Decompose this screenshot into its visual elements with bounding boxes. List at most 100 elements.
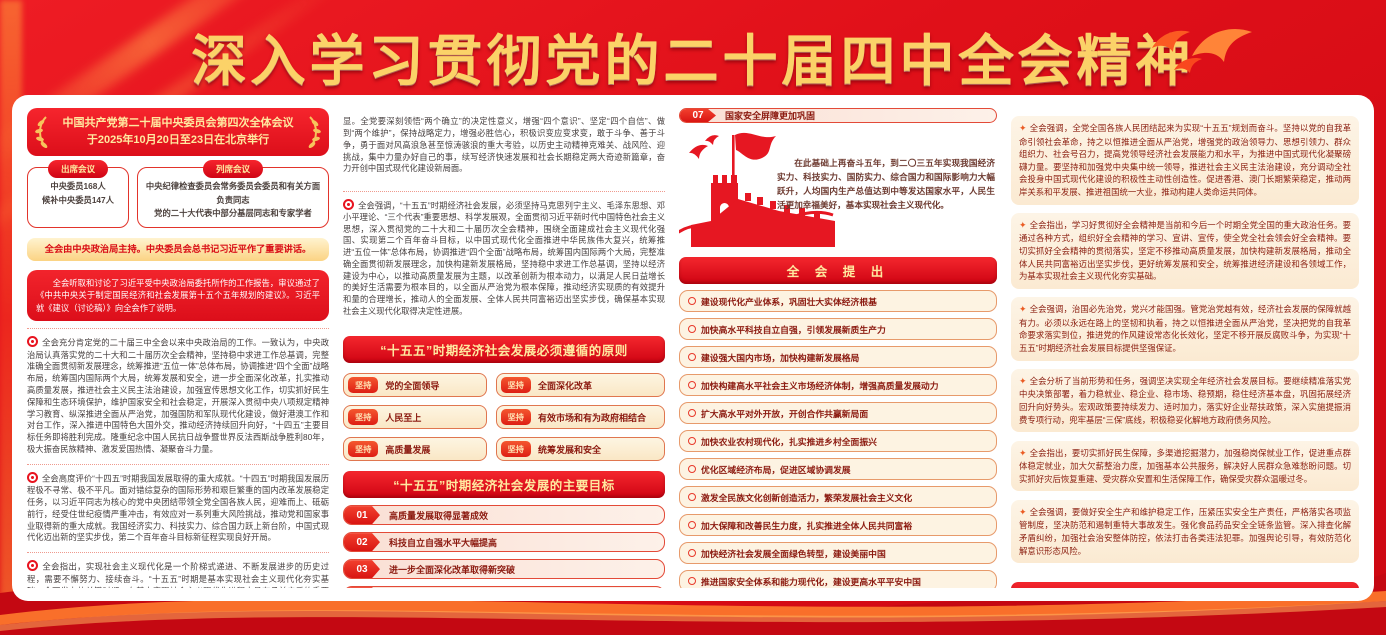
paragraph: 全会强调，“十五五”时期经济社会发展，必须坚持马克思列宁主义、毛泽东思想、邓小平… <box>343 190 665 318</box>
doves-icon <box>1152 29 1252 73</box>
proposal-text: 建设现代化产业体系，巩固壮大实体经济根基 <box>701 296 877 307</box>
goal-item: 07 国家安全屏障更加巩固 <box>679 108 997 123</box>
keep-tag: 坚持 <box>348 441 379 458</box>
proposal-text: 优化区域经济布局，促进区域协调发展 <box>701 464 851 475</box>
four-point-star-icon <box>1019 507 1030 517</box>
proposal-text: 加大保障和改善民生力度，扎实推进全体人民共同富裕 <box>701 520 913 531</box>
keep-tag: 坚持 <box>348 377 379 394</box>
goal-item: 04 社会文明程度明显提升 <box>343 586 665 588</box>
goal-text: 国家安全屏障更加巩固 <box>725 111 816 121</box>
continuation-paragraph: 显。全党要深刻领悟“两个确立”的决定性意义，增强“四个意识”、坚定“四个自信”、… <box>343 116 665 174</box>
proposals-header: 全 会 提 出 <box>679 257 997 284</box>
column-implementation: 全会强调，全党全国各族人民团结起来为实现“十五五”规划而奋斗。坚持以党的自我革命… <box>1011 108 1359 588</box>
principle-item: 坚持 有效市场和有为政府相结合 <box>495 405 665 430</box>
paragraph-text: 全会指出，学习好贯彻好全会精神是当前和今后一个时期全党全国的重大政治任务。要通过… <box>1019 219 1351 282</box>
observe-line2: 党的二十大代表中部分基层同志和专家学者 <box>154 208 312 219</box>
great-wall-illustration <box>679 132 835 247</box>
principle-text: 统筹发展和安全 <box>537 444 601 455</box>
ring-icon <box>688 577 696 585</box>
meeting-banner-line2: 于2025年10月20日至23日在北京举行 <box>86 134 270 147</box>
goal-text: 科技自立自强水平大幅提高 <box>389 537 498 548</box>
dot-ring-icon <box>27 560 38 572</box>
paragraph: 全会充分肯定党的二十届三中全会以来中央政治局的工作。一致认为，中央政治局认真落实… <box>27 328 329 455</box>
principle-text: 人民至上 <box>385 412 422 423</box>
content-panel: 中国共产党第二十届中央委员会第四次全体会议 于2025年10月20日至23日在北… <box>12 95 1374 601</box>
goal-text: 高质量发展取得显著成效 <box>389 510 489 521</box>
report-note: 全会听取和讨论了习近平受中央政治局委托所作的工作报告，审议通过了《中共中央关于制… <box>27 270 329 322</box>
proposal-item: 加快高水平科技自立自强，引领发展新质生产力 <box>679 318 997 340</box>
principle-item: 坚持 全面深化改革 <box>495 373 665 398</box>
proposal-item: 激发全民族文化创新创造活力，繁荣发展社会主义文化 <box>679 486 997 508</box>
goals-header: “十五五”时期经济社会发展的主要目标 <box>343 471 665 499</box>
attend-label: 出席会议 <box>47 160 109 179</box>
attendance-boxes: 出席会议 中央委员168人 候补中央委员147人 列席会议 中央纪律检查委员会常… <box>27 160 329 229</box>
proposal-item: 加快农业农村现代化，扎实推进乡村全面振兴 <box>679 430 997 452</box>
ring-icon <box>688 409 696 417</box>
paragraph: 全会指出，要切实抓好民生保障，多渠道挖掘潜力，加强稳岗保就业工作，促进重点群体稳… <box>1011 440 1359 492</box>
paragraph-text: 全会强调，全党全国各族人民团结起来为实现“十五五”规划而奋斗。坚持以党的自我革命… <box>1019 123 1351 197</box>
principle-text: 全面深化改革 <box>537 380 592 391</box>
paragraph: 全会指出，实现社会主义现代化是一个阶梯式递进、不断发展进步的历史过程，需要不懈努… <box>27 552 329 588</box>
paragraph: 全会强调，要做好安全生产和维护稳定工作，压紧压实安全生产责任，严格落实各项监管制… <box>1011 499 1359 564</box>
attend-line1: 中央委员168人 <box>50 181 106 192</box>
proposal-text: 加快农业农村现代化，扎实推进乡村全面振兴 <box>701 436 877 447</box>
paragraph: 全会强调，治国必先治党，党兴才能国强。管党治党越有效，经济社会发展的保障就越有力… <box>1011 297 1359 361</box>
page-title: 深入学习贯彻党的二十届四中全会精神 <box>191 30 1195 92</box>
observe-label: 列席会议 <box>202 160 264 179</box>
ring-icon <box>688 325 696 333</box>
goal-item: 01 高质量发展取得显著成效 <box>343 505 665 526</box>
proposal-item: 扩大高水平对外开放，开创合作共赢新局面 <box>679 402 997 424</box>
column-session-overview: 中国共产党第二十届中央委员会第四次全体会议 于2025年10月20日至23日在北… <box>27 108 329 588</box>
observe-line1: 中央纪律检查委员会常务委员会委员和有关方面负责同志 <box>145 181 321 205</box>
proposal-item: 建设强大国内市场，加快构建新发展格局 <box>679 346 997 368</box>
four-point-star-icon <box>1019 376 1030 386</box>
principles-grid: 坚持 党的全面领导 坚持 全面深化改革 坚持 人民至上 坚持 <box>343 373 665 462</box>
goal-item: 02 科技自立自强水平大幅提高 <box>343 532 665 553</box>
paragraph-text: 全会强调，治国必先治党，党兴才能国强。管党治党越有效，经济社会发展的保障就越有力… <box>1019 304 1351 353</box>
proposal-text: 建设强大国内市场，加快构建新发展格局 <box>701 352 860 363</box>
ring-icon <box>688 297 696 305</box>
dot-ring-icon <box>343 198 354 210</box>
four-point-star-icon <box>1019 123 1030 133</box>
proposal-text: 激发全民族文化创新创造活力，繁荣发展社会主义文化 <box>701 492 913 503</box>
proposal-text: 加快高水平科技自立自强，引领发展新质生产力 <box>701 324 886 335</box>
ring-icon <box>688 521 696 529</box>
proposal-item: 建设现代化产业体系，巩固壮大实体经济根基 <box>679 290 997 312</box>
paragraph: 全会高度评价“十四五”时期我国发展取得的重大成就。“十四五”时期我国发展历程极不… <box>27 463 329 544</box>
proposal-item: 推进国家安全体系和能力现代化，建设更高水平平安中国 <box>679 570 997 588</box>
attend-box: 出席会议 中央委员168人 候补中央委员147人 <box>27 160 129 229</box>
four-point-star-icon <box>1019 220 1030 230</box>
paragraph-text: 全会指出，实现社会主义现代化是一个阶梯式递进、不断发展进步的历史过程，需要不懈努… <box>27 561 329 588</box>
proposal-item: 加快构建高水平社会主义市场经济体制，增强高质量发展动力 <box>679 374 997 396</box>
principle-item: 坚持 高质量发展 <box>343 437 487 462</box>
meeting-banner-line1: 中国共产党第二十届中央委员会第四次全体会议 <box>62 117 294 129</box>
proposal-text: 加快构建高水平社会主义市场经济体制，增强高质量发展动力 <box>701 380 939 391</box>
proposal-text: 扩大高水平对外开放，开创合作共赢新局面 <box>701 408 869 419</box>
attend-line2: 候补中央委员147人 <box>42 194 114 205</box>
proposal-text: 加快经济社会发展全面绿色转型，建设美丽中国 <box>701 548 886 559</box>
goal-number: 07 <box>680 109 716 122</box>
four-point-star-icon <box>1019 448 1030 458</box>
paragraph: 全会分析了当前形势和任务，强调坚决实现全年经济社会发展目标。要继续精准落实党中央… <box>1011 368 1359 433</box>
paragraph-text: 全会指出，要切实抓好民生保障，多渠道挖掘潜力，加强稳岗保就业工作，促进重点群体稳… <box>1019 447 1351 484</box>
principles-header: “十五五”时期经济社会发展必须遵循的原则 <box>343 336 665 364</box>
column-principles-goals: 显。全党要深刻领悟“两个确立”的决定性意义，增强“四个意识”、坚定“四个自信”、… <box>343 108 665 588</box>
ring-icon <box>688 465 696 473</box>
proposal-item: 加快经济社会发展全面绿色转型，建设美丽中国 <box>679 542 997 564</box>
keep-tag: 坚持 <box>500 409 531 426</box>
laurel-icon <box>35 116 48 149</box>
laurel-icon <box>308 116 321 149</box>
vision-text: 在此基础上再奋斗五年，到二〇三五年实现我国经济实力、科技实力、国防实力、综合国力… <box>777 157 995 211</box>
keep-tag: 坚持 <box>500 377 531 394</box>
four-point-star-icon <box>1019 304 1030 314</box>
keep-tag: 坚持 <box>348 409 379 426</box>
observe-box: 列席会议 中央纪律检查委员会常务委员会委员和有关方面负责同志 党的二十大代表中部… <box>137 160 329 229</box>
host-note: 全会由中央政治局主持。中央委员会总书记习近平作了重要讲话。 <box>27 238 329 262</box>
ring-icon <box>688 493 696 501</box>
principle-item: 坚持 人民至上 <box>343 405 487 430</box>
principle-text: 高质量发展 <box>385 444 431 455</box>
vision-block: 在此基础上再奋斗五年，到二〇三五年实现我国经济实力、科技实力、国防实力、综合国力… <box>679 131 997 247</box>
goals-list: 01 高质量发展取得显著成效 02 科技自立自强水平大幅提高 03 进一步全面深… <box>343 498 665 588</box>
principle-text: 党的全面领导 <box>385 380 440 391</box>
